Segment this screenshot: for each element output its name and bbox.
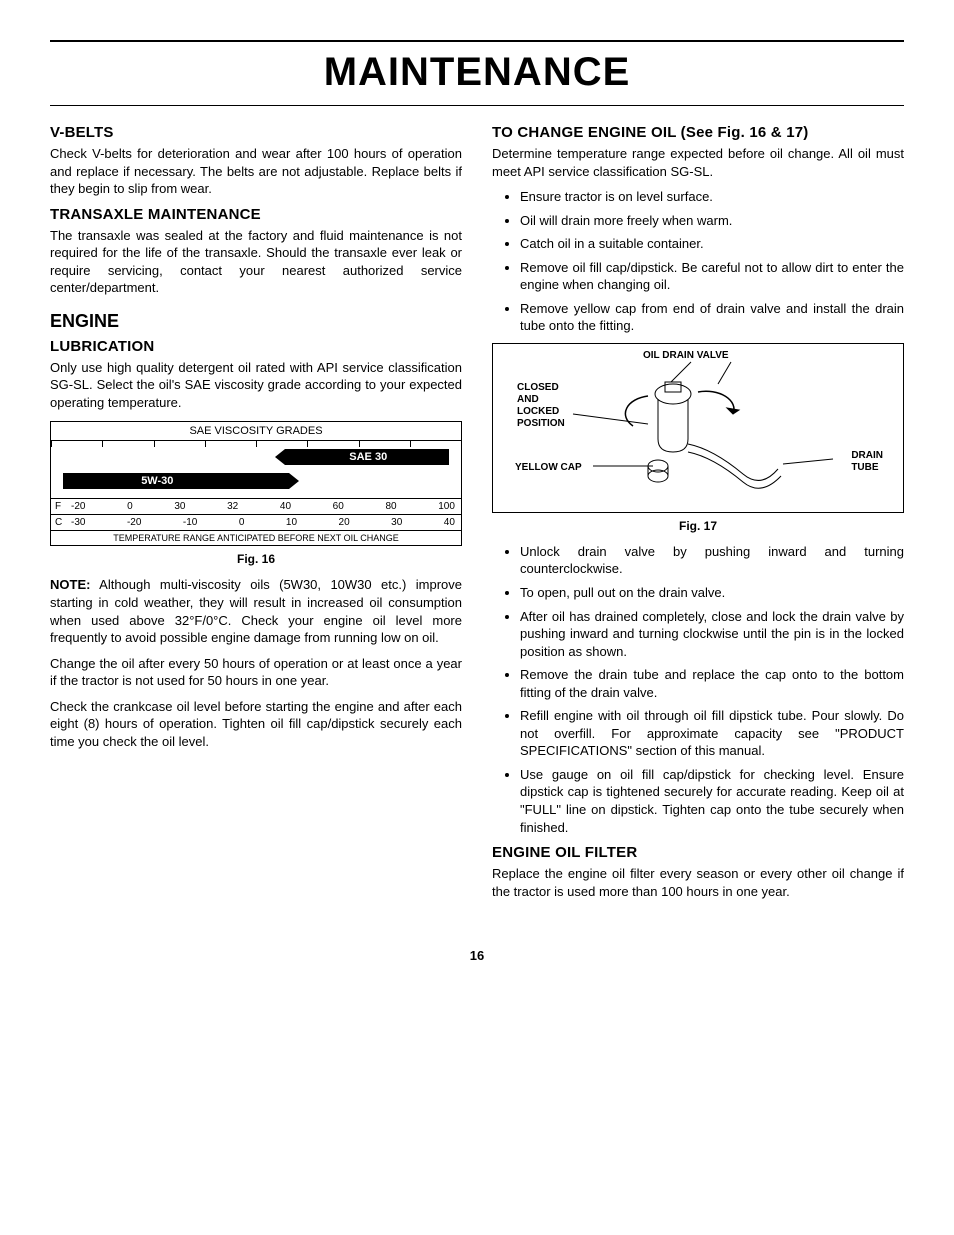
list-item: Catch oil in a suitable container.: [520, 235, 904, 253]
f-val: -20: [71, 501, 85, 512]
change-oil-heading: TO CHANGE ENGINE OIL (See Fig. 16 & 17): [492, 124, 904, 141]
oil-filter-heading: ENGINE OIL FILTER: [492, 844, 904, 861]
f-val: 32: [227, 501, 238, 512]
title-rule: [50, 105, 904, 106]
list-item: Ensure tractor is on level surface.: [520, 188, 904, 206]
c-val: 30: [391, 517, 402, 528]
list-item: Remove oil fill cap/dipstick. Be careful…: [520, 259, 904, 294]
sae-5w30-arrow-icon: [289, 473, 299, 489]
sae-bar-area: SAE 30 5W-30: [51, 441, 461, 499]
c-val: 10: [286, 517, 297, 528]
list-item: Remove yellow cap from end of drain valv…: [520, 300, 904, 335]
c-val: 20: [339, 517, 350, 528]
sae-c-row: C -30 -20 -10 0 10 20 30 40: [51, 515, 461, 531]
list-item: Unlock drain valve by pushing inward and…: [520, 543, 904, 578]
list-item: To open, pull out on the drain valve.: [520, 584, 904, 602]
f-val: 100: [438, 501, 455, 512]
f-val: 80: [385, 501, 396, 512]
sae-5w30-label: 5W-30: [141, 475, 173, 487]
sae-chart-title: SAE VISCOSITY GRADES: [51, 422, 461, 441]
sae-c-label: C: [51, 515, 71, 530]
note-text: NOTE: Although multi-viscosity oils (5W3…: [50, 576, 462, 646]
c-val: 40: [444, 517, 455, 528]
c-val: 0: [239, 517, 245, 528]
c-val: -10: [183, 517, 197, 528]
sae-footer: TEMPERATURE RANGE ANTICIPATED BEFORE NEX…: [51, 531, 461, 545]
f-val: 60: [333, 501, 344, 512]
fig17-diagram: OIL DRAIN VALVE CLOSED AND LOCKED POSITI…: [492, 343, 904, 513]
fig17-drawing: [493, 344, 903, 514]
f-val: 40: [280, 501, 291, 512]
sae-ticks: [51, 441, 461, 447]
list-item: Refill engine with oil through oil fill …: [520, 707, 904, 760]
content-columns: V-BELTS Check V-belts for deterioration …: [50, 118, 904, 908]
page-title: MAINTENANCE: [50, 50, 904, 95]
vbelts-text: Check V-belts for deterioration and wear…: [50, 145, 462, 198]
engine-heading: ENGINE: [50, 311, 462, 332]
lubrication-heading: LUBRICATION: [50, 338, 462, 355]
transaxle-heading: TRANSAXLE MAINTENANCE: [50, 206, 462, 223]
sae-viscosity-chart: SAE VISCOSITY GRADES SAE 30 5W-30 F -20 …: [50, 421, 462, 546]
note-body: Although multi-viscosity oils (5W30, 10W…: [50, 577, 462, 645]
list-item: Oil will drain more freely when warm.: [520, 212, 904, 230]
sae-c-values: -30 -20 -10 0 10 20 30 40: [71, 515, 461, 530]
top-rule: [50, 40, 904, 42]
f-val: 30: [174, 501, 185, 512]
list-item: Use gauge on oil fill cap/dipstick for c…: [520, 766, 904, 836]
change-oil-bullets-1: Ensure tractor is on level surface. Oil …: [520, 188, 904, 335]
c-val: -30: [71, 517, 85, 528]
right-column: TO CHANGE ENGINE OIL (See Fig. 16 & 17) …: [492, 118, 904, 908]
fig17-caption: Fig. 17: [492, 519, 904, 533]
sae-30-label: SAE 30: [349, 451, 387, 463]
sae-30-arrow-icon: [275, 449, 285, 465]
f-val: 0: [127, 501, 133, 512]
change-oil-bullets-2: Unlock drain valve by pushing inward and…: [520, 543, 904, 836]
transaxle-text: The transaxle was sealed at the factory …: [50, 227, 462, 297]
sae-f-row: F -20 0 30 32 40 60 80 100: [51, 499, 461, 515]
change-oil-intro: Determine temperature range expected bef…: [492, 145, 904, 180]
vbelts-heading: V-BELTS: [50, 124, 462, 141]
sae-f-values: -20 0 30 32 40 60 80 100: [71, 499, 461, 514]
oil-filter-text: Replace the engine oil filter every seas…: [492, 865, 904, 900]
list-item: Remove the drain tube and replace the ca…: [520, 666, 904, 701]
c-val: -20: [127, 517, 141, 528]
note-prefix: NOTE:: [50, 577, 90, 592]
sae-f-label: F: [51, 499, 71, 514]
page-number: 16: [50, 948, 904, 963]
sae-5w30-bar: [63, 473, 289, 489]
lubrication-text: Only use high quality detergent oil rate…: [50, 359, 462, 412]
list-item: After oil has drained completely, close …: [520, 608, 904, 661]
left-column: V-BELTS Check V-belts for deterioration …: [50, 118, 462, 908]
change-oil-interval-text: Change the oil after every 50 hours of o…: [50, 655, 462, 690]
fig16-caption: Fig. 16: [50, 552, 462, 566]
crankcase-text: Check the crankcase oil level before sta…: [50, 698, 462, 751]
